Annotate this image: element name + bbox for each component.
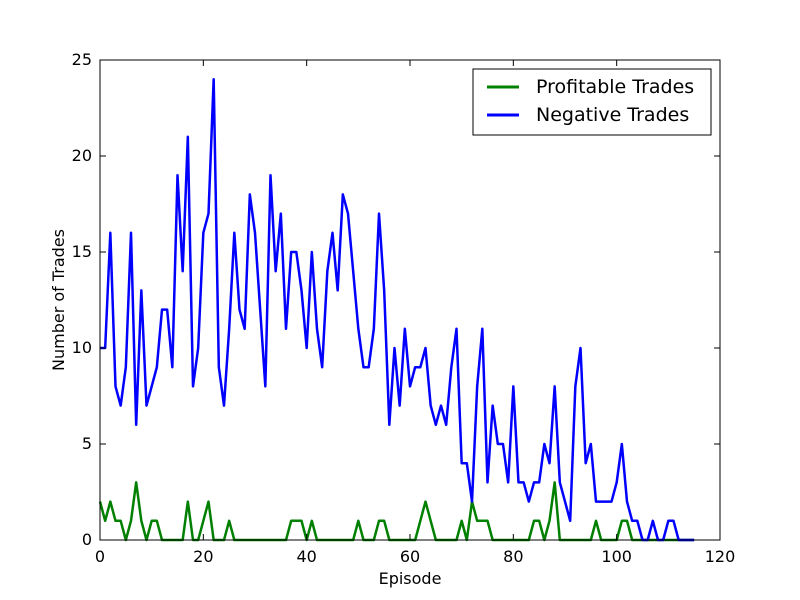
series-line-profitable-trades — [98, 481, 695, 542]
y-tick-label: 5 — [82, 434, 92, 453]
legend-label-profitable: Profitable Trades — [536, 76, 694, 98]
axis-ticks: 0 20 40 60 80 100 120 0 5 10 15 20 25 — [72, 50, 736, 566]
y-axis-label: Number of Trades — [49, 229, 68, 371]
x-tick-label: 60 — [400, 547, 420, 566]
x-tick-label: 100 — [601, 547, 632, 566]
y-tick-label: 0 — [82, 530, 92, 549]
legend: Profitable Trades Negative Trades — [472, 68, 712, 136]
x-tick-label: 80 — [503, 547, 523, 566]
x-tick-label: 20 — [193, 547, 213, 566]
x-tick-label: 40 — [296, 547, 316, 566]
legend-label-negative: Negative Trades — [536, 104, 689, 126]
x-tick-label: 0 — [95, 547, 105, 566]
legend-box — [472, 68, 712, 136]
x-axis-label: Episode — [379, 569, 442, 588]
y-tick-label: 10 — [72, 338, 92, 357]
plot-lines — [98, 77, 695, 542]
series-line-negative-trades — [100, 77, 695, 542]
y-tick-label: 20 — [72, 146, 92, 165]
x-tick-label: 120 — [705, 547, 736, 566]
y-tick-label: 15 — [72, 242, 92, 261]
y-tick-label: 25 — [72, 50, 92, 69]
